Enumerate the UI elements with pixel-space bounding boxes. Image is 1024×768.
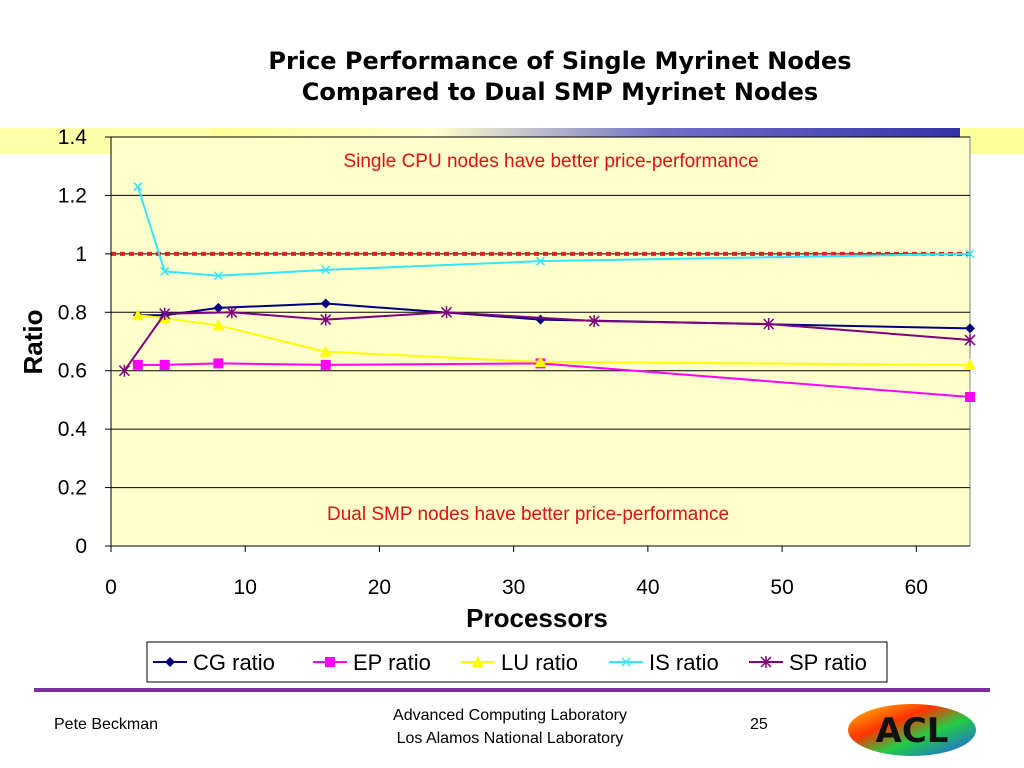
data-point — [213, 358, 224, 369]
title-line-1: Price Performance of Single Myrinet Node… — [268, 47, 852, 75]
data-point — [319, 345, 332, 357]
y-tick-label: 0.2 — [58, 477, 87, 500]
grid-lines — [111, 136, 970, 547]
x-tick-label: 60 — [905, 576, 928, 599]
annotation-single-cpu: Single CPU nodes have better price-perfo… — [343, 151, 758, 172]
footer-author: Pete Beckman — [54, 716, 159, 733]
data-point — [160, 266, 170, 276]
x-tick-label: 40 — [636, 576, 659, 599]
footer-org-line-2: Los Alamos National Laboratory — [396, 730, 624, 747]
x-tick-label: 20 — [368, 576, 391, 599]
x-tick-label: 10 — [234, 576, 257, 599]
data-point — [320, 298, 331, 309]
data-point — [964, 358, 976, 370]
data-point — [320, 359, 331, 370]
data-point — [320, 313, 332, 326]
data-point — [133, 182, 143, 192]
legend-label: IS ratio — [649, 650, 719, 675]
axes: 0 0.2 0.4 0.6 0.8 1 1.2 1.4 0 10 20 30 40 50 60 — [58, 126, 970, 599]
annotation-dual-smp: Dual SMP nodes have better price-perform… — [327, 504, 729, 525]
legend-item-cg-ratio: CG ratio — [153, 650, 275, 675]
footer-org-line-1: Advanced Computing Laboratory — [393, 707, 627, 724]
data-point — [321, 265, 331, 275]
legend-item-sp-ratio: SP ratio — [749, 650, 867, 675]
y-tick-label: 0.8 — [58, 301, 87, 324]
data-point — [964, 334, 976, 347]
data-point — [965, 323, 975, 334]
legend-marker — [760, 656, 772, 668]
data-point — [212, 319, 225, 331]
line-chart: Single CPU nodes have better price-perfo… — [18, 126, 976, 683]
title-line-2: Compared to Dual SMP Myrinet Nodes — [301, 78, 819, 106]
plot-area — [110, 136, 971, 547]
y-tick-label: 0.6 — [58, 360, 87, 383]
data-point — [131, 309, 144, 321]
slide-title: Price Performance of Single Myrinet Node… — [180, 46, 940, 108]
decorative-band-right — [960, 128, 1024, 154]
footer-divider — [34, 688, 990, 692]
data-point — [535, 256, 546, 266]
legend-marker — [165, 657, 175, 667]
y-tick-label: 0 — [75, 535, 87, 558]
x-axis-label: Processors — [466, 603, 608, 633]
data-point — [588, 315, 600, 328]
logo-lettering: ACL — [876, 711, 949, 751]
data-point — [763, 317, 775, 330]
data-point — [213, 271, 223, 281]
acl-logo: ACL — [848, 704, 976, 756]
legend-item-lu-ratio: LU ratio — [461, 650, 578, 675]
legend-marker — [472, 656, 484, 667]
data-point — [226, 306, 238, 319]
data-point — [118, 364, 130, 377]
data-point — [965, 249, 975, 259]
footer-organization: Advanced Computing Laboratory Los Alamos… — [340, 704, 680, 750]
series-line — [136, 186, 971, 277]
legend-item-ep-ratio: EP ratio — [313, 650, 431, 675]
data-point — [159, 307, 171, 320]
series-line — [123, 311, 971, 372]
series-layer — [118, 182, 976, 403]
x-tick-label: 30 — [502, 576, 525, 599]
y-axis-label: Ratio — [18, 310, 48, 375]
data-point — [159, 359, 170, 370]
legend-label: EP ratio — [353, 650, 431, 675]
data-point — [213, 302, 224, 313]
y-tick-label: 1 — [75, 243, 87, 266]
legend-label: LU ratio — [501, 650, 578, 675]
legend: CG ratio EP ratio LU ratio IS ratio SP ratio — [146, 641, 888, 683]
legend-marker — [621, 657, 631, 667]
legend-marker — [325, 657, 335, 667]
data-point — [441, 306, 453, 319]
legend-label: CG ratio — [193, 650, 275, 675]
x-tick-label: 50 — [770, 576, 793, 599]
series-sp-ratio — [118, 306, 976, 377]
data-point — [534, 355, 547, 367]
legend-item-is-ratio: IS ratio — [609, 650, 719, 675]
y-tick-label: 1.2 — [58, 184, 87, 207]
y-tick-label: 0.4 — [58, 418, 88, 441]
y-tick-label: 1.4 — [58, 126, 88, 149]
data-point — [132, 359, 143, 370]
data-point — [965, 392, 975, 403]
series-is-ratio — [133, 182, 975, 281]
x-tick-label: 0 — [105, 576, 117, 599]
legend-label: SP ratio — [789, 650, 867, 675]
page-number: 25 — [750, 716, 768, 733]
